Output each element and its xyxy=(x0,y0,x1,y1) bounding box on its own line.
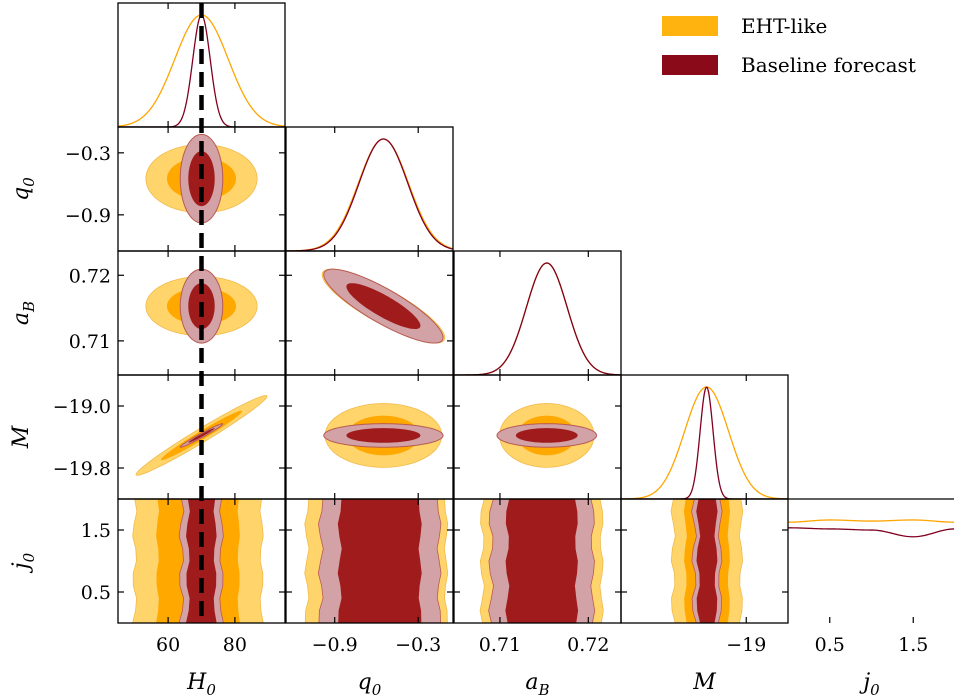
marginal-curve-q-0-baseline forecast xyxy=(286,138,453,251)
y-tick-label-j-0: 1.5 xyxy=(81,520,111,542)
contour-baseline-forecast-inner xyxy=(346,283,421,330)
legend-label-baseline-forecast: Baseline forecast xyxy=(741,53,916,77)
legend-swatch-eht-like xyxy=(662,16,718,36)
marginal-curve-a-b-eht-like xyxy=(454,262,621,375)
legend-label-eht-like: EHT-like xyxy=(741,14,827,38)
x-tick-label-h-0: 60 xyxy=(156,634,180,656)
contour-a-b-vs-m xyxy=(496,403,598,468)
panel-frame-1-1 xyxy=(285,126,454,252)
marginal-a-b xyxy=(454,262,621,375)
x-axis-label-a-b: aB xyxy=(525,670,549,699)
density-layer xyxy=(118,14,954,623)
y-axis-label-a-b: aB xyxy=(9,301,38,325)
x-tick-label-m: −19 xyxy=(726,634,766,656)
y-axis-label-m: M xyxy=(9,425,34,449)
marginal-m xyxy=(621,386,788,499)
y-tick-label-q-0: −0.3 xyxy=(65,143,111,165)
contour-baseline-forecast-inner xyxy=(188,428,215,443)
x-axis-label-m: M xyxy=(692,670,716,695)
marginal-j-0 xyxy=(788,519,954,538)
band-baseline-forecast-inner xyxy=(337,499,422,623)
contour-q-0-vs-a-b xyxy=(321,268,446,344)
x-axis-label-h-0: H0 xyxy=(186,670,216,699)
panel-frame-4-1 xyxy=(285,498,454,624)
marginal-curve-m-baseline forecast xyxy=(621,386,788,499)
y-axis-label-j-0: j0 xyxy=(9,552,38,574)
legend: EHT-like Baseline forecast xyxy=(662,14,916,77)
contour-q-0-vs-j-0 xyxy=(304,499,449,623)
x-tick-label-h-0: 80 xyxy=(223,634,247,656)
y-tick-label-a-b: 0.72 xyxy=(69,265,111,287)
y-tick-label-q-0: −0.9 xyxy=(65,205,111,227)
y-axis-label-q-0: q0 xyxy=(9,177,38,201)
panel-frame-2-2 xyxy=(453,250,622,376)
x-axis-label-j-0: j0 xyxy=(858,670,880,699)
y-tick-label-m: −19.0 xyxy=(53,396,111,418)
x-tick-label-q-0: −0.3 xyxy=(395,634,441,656)
marginal-curve-m-eht-like xyxy=(621,386,788,499)
x-axis-label-q-0: q0 xyxy=(358,670,382,699)
contour-a-b-vs-j-0 xyxy=(479,499,604,623)
marginal-curve-j-0-eht-like xyxy=(788,519,954,523)
x-tick-label-a-b: 0.71 xyxy=(479,634,521,656)
contour-q-0-vs-m xyxy=(323,403,444,468)
contour-h-0-vs-j-0 xyxy=(132,499,264,623)
frame-layer xyxy=(117,2,954,624)
label-layer: 60 80 −0.9 −0.3 0.71 0.72 −19 0.5 1.5 −0.9 −0.3 0.7… xyxy=(9,143,928,699)
panel-frame-4-4 xyxy=(788,498,954,623)
contour-m-vs-j-0 xyxy=(670,499,744,623)
contour-baseline-forecast-inner xyxy=(346,428,421,443)
marginal-curve-a-b-baseline forecast xyxy=(454,262,621,375)
marginal-curve-j-0-baseline forecast xyxy=(788,527,954,538)
contour-baseline-forecast-inner xyxy=(515,428,578,443)
band-baseline-forecast-inner xyxy=(696,499,718,623)
legend-swatch-baseline-forecast xyxy=(662,55,718,75)
x-tick-label-a-b: 0.72 xyxy=(567,634,609,656)
x-tick-label-j-0: 0.5 xyxy=(815,634,845,656)
contour-h-0-vs-m xyxy=(135,395,268,476)
marginal-q-0 xyxy=(286,138,453,251)
y-tick-label-j-0: 0.5 xyxy=(81,582,111,604)
x-tick-label-j-0: 1.5 xyxy=(898,634,928,656)
y-tick-label-a-b: 0.71 xyxy=(69,331,111,353)
x-tick-label-q-0: −0.9 xyxy=(312,634,358,656)
band-baseline-forecast-inner xyxy=(505,499,579,623)
y-tick-label-m: −19.8 xyxy=(53,458,111,480)
panel-frame-4-3 xyxy=(620,498,789,624)
